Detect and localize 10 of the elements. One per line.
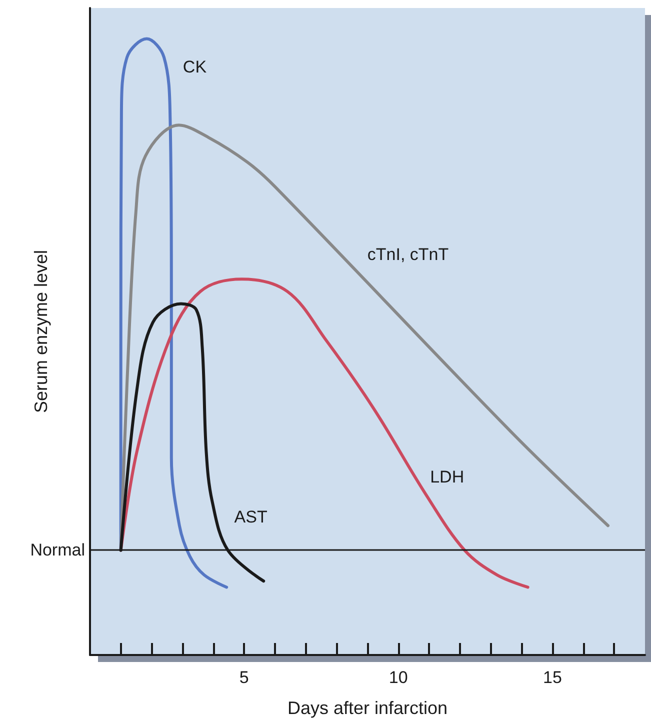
x-tick-label: 15 — [543, 668, 562, 687]
ref-line-label: Normal — [30, 540, 85, 560]
x-tick-label: 5 — [239, 668, 249, 687]
y-axis-title: Serum enzyme level — [31, 250, 51, 414]
x-axis-title: Days after infarction — [287, 698, 448, 718]
series-label: cTnI, cTnT — [367, 245, 449, 264]
series-label: LDH — [430, 467, 464, 486]
series-label: CK — [182, 57, 208, 76]
series-label: AST — [234, 508, 268, 527]
x-tick-label: 10 — [388, 668, 408, 687]
